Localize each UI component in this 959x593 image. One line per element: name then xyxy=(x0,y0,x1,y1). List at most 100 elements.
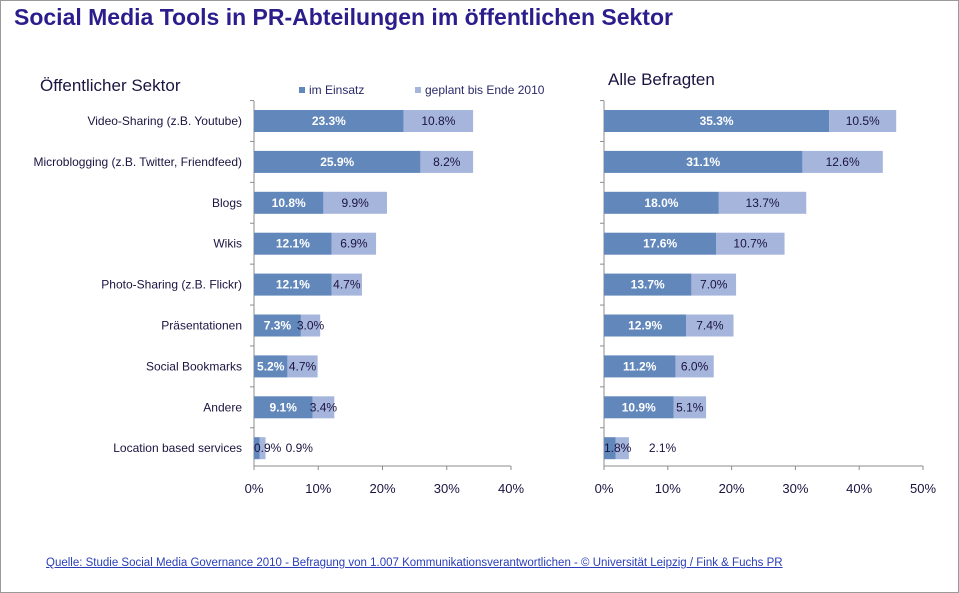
left-bar-geplant xyxy=(331,232,377,255)
right-bar-geplant xyxy=(686,314,734,337)
left-data-label-geplant: 9.9% xyxy=(342,196,370,210)
right-bar-geplant xyxy=(718,191,807,214)
left-bar-im-einsatz xyxy=(254,232,332,255)
right-bar-geplant xyxy=(615,437,629,460)
right-data-label-geplant: 10.7% xyxy=(733,237,767,251)
right-x-tick-label: 20% xyxy=(719,481,745,496)
right-data-label-geplant: 10.5% xyxy=(846,114,880,128)
left-bar-im-einsatz xyxy=(254,273,332,296)
left-chart-title: Öffentlicher Sektor xyxy=(40,76,181,95)
right-data-label-geplant: 6.0% xyxy=(681,359,709,373)
left-bar-geplant xyxy=(259,437,266,460)
left-data-label-im-einsatz: 0.9% xyxy=(254,441,282,455)
right-bar-im-einsatz xyxy=(604,314,687,337)
left-bar-im-einsatz xyxy=(254,396,313,419)
right-bar-im-einsatz xyxy=(604,437,616,460)
left-x-tick-label: 10% xyxy=(305,481,331,496)
category-label: Social Bookmarks xyxy=(146,359,242,373)
left-x-tick-label: 0% xyxy=(245,481,264,496)
left-data-label-im-einsatz: 5.2% xyxy=(257,359,285,373)
category-label: Photo-Sharing (z.B. Flickr) xyxy=(101,278,242,292)
left-x-tick-label: 30% xyxy=(434,481,460,496)
category-label: Präsentationen xyxy=(161,319,242,333)
right-bar-geplant xyxy=(691,273,737,296)
right-bar-im-einsatz xyxy=(604,191,719,214)
left-data-label-im-einsatz: 12.1% xyxy=(276,278,310,292)
right-bar-geplant xyxy=(673,396,707,419)
main-title: Social Media Tools in PR-Abteilungen im … xyxy=(14,4,673,30)
right-data-label-im-einsatz: 1.8% xyxy=(604,441,632,455)
legend-label-geplant: geplant bis Ende 2010 xyxy=(425,83,545,97)
right-x-tick-label: 30% xyxy=(782,481,808,496)
legend-entry-geplant: geplant bis Ende 2010 xyxy=(415,83,544,97)
legend-swatch-geplant xyxy=(415,87,421,93)
legend-entry-im-einsatz: im Einsatz xyxy=(299,83,364,97)
right-chart-title: Alle Befragten xyxy=(608,70,715,89)
right-bar-geplant xyxy=(675,355,714,378)
left-data-label-im-einsatz: 7.3% xyxy=(264,319,292,333)
left-data-label-geplant: 8.2% xyxy=(433,155,461,169)
right-bar-im-einsatz xyxy=(604,110,830,132)
left-data-label-im-einsatz: 10.8% xyxy=(272,196,306,210)
left-x-tick-label: 20% xyxy=(369,481,395,496)
right-data-label-im-einsatz: 17.6% xyxy=(643,237,677,251)
left-data-label-geplant: 3.4% xyxy=(310,400,338,414)
left-bar-im-einsatz xyxy=(254,191,324,214)
left-data-label-im-einsatz: 25.9% xyxy=(320,155,354,169)
category-label: Andere xyxy=(203,400,242,414)
right-x-tick-label: 50% xyxy=(910,481,936,496)
left-data-label-geplant: 0.9% xyxy=(286,441,314,455)
right-bar-im-einsatz xyxy=(604,273,692,296)
right-x-tick-label: 10% xyxy=(655,481,681,496)
right-data-label-im-einsatz: 31.1% xyxy=(686,155,720,169)
legend-label-im-einsatz: im Einsatz xyxy=(309,83,365,97)
left-bar-im-einsatz xyxy=(254,314,301,337)
right-data-label-geplant: 2.1% xyxy=(649,441,677,455)
right-x-tick-label: 40% xyxy=(846,481,872,496)
left-bar-im-einsatz xyxy=(254,355,288,378)
left-bar-geplant xyxy=(312,396,335,419)
category-label: Blogs xyxy=(212,196,242,210)
right-bar-im-einsatz xyxy=(604,355,676,378)
category-label: Wikis xyxy=(213,237,242,251)
left-bar-im-einsatz xyxy=(254,150,421,173)
legend-swatch-im-einsatz xyxy=(299,87,305,93)
source-link[interactable]: Quelle: Studie Social Media Governance 2… xyxy=(46,557,783,569)
right-data-label-geplant: 7.0% xyxy=(700,278,728,292)
left-data-label-geplant: 6.9% xyxy=(340,237,368,251)
category-label: Video-Sharing (z.B. Youtube) xyxy=(87,114,242,128)
category-label: Location based services xyxy=(113,441,242,455)
right-data-label-geplant: 5.1% xyxy=(676,400,704,414)
left-data-label-geplant: 10.8% xyxy=(421,114,455,128)
left-bar-geplant xyxy=(420,150,474,173)
left-data-label-geplant: 4.7% xyxy=(333,278,361,292)
left-bar-geplant xyxy=(323,191,387,214)
left-data-label-geplant: 3.0% xyxy=(297,319,325,333)
left-bar-geplant xyxy=(287,355,318,378)
left-x-tick-label: 40% xyxy=(498,481,524,496)
right-data-label-geplant: 7.4% xyxy=(696,319,724,333)
right-data-label-im-einsatz: 18.0% xyxy=(644,196,678,210)
left-bar-im-einsatz xyxy=(254,437,260,460)
left-bar-im-einsatz xyxy=(254,110,404,132)
left-bar-geplant xyxy=(403,110,474,132)
right-bar-geplant xyxy=(716,232,785,255)
right-data-label-im-einsatz: 35.3% xyxy=(700,114,734,128)
left-data-label-geplant: 4.7% xyxy=(289,359,317,373)
left-data-label-im-einsatz: 23.3% xyxy=(312,114,346,128)
right-data-label-im-einsatz: 12.9% xyxy=(628,319,662,333)
left-data-label-im-einsatz: 9.1% xyxy=(270,400,298,414)
right-bar-geplant xyxy=(829,110,897,132)
left-bar-geplant xyxy=(300,314,321,337)
left-data-label-im-einsatz: 12.1% xyxy=(276,237,310,251)
right-data-label-im-einsatz: 11.2% xyxy=(623,359,657,373)
right-bar-geplant xyxy=(802,150,883,173)
right-bar-im-einsatz xyxy=(604,150,803,173)
right-bar-im-einsatz xyxy=(604,232,717,255)
right-x-tick-label: 0% xyxy=(595,481,614,496)
right-data-label-im-einsatz: 10.9% xyxy=(622,400,656,414)
right-data-label-geplant: 12.6% xyxy=(826,155,860,169)
right-data-label-geplant: 13.7% xyxy=(746,196,780,210)
left-bar-geplant xyxy=(331,273,362,296)
